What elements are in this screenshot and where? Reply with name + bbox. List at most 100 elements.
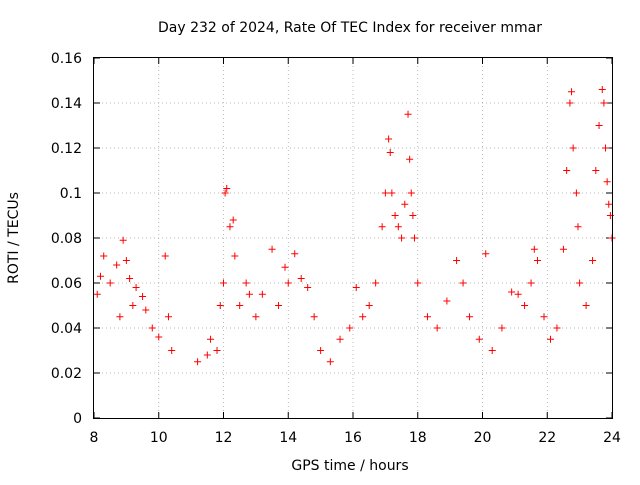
data-point <box>194 358 202 366</box>
data-point <box>572 189 580 197</box>
data-point <box>113 261 121 269</box>
data-point <box>213 347 221 354</box>
data-point <box>378 223 386 231</box>
data-point <box>142 306 150 314</box>
axis-ticks: 8 10 12 14 16 18 20 22 24 0 0.02 0.04 0.06 0.08 0.1 0.1… <box>51 51 621 446</box>
data-point <box>245 290 253 298</box>
data-point <box>592 167 600 174</box>
data-point <box>365 302 373 309</box>
data-points <box>93 86 616 366</box>
data-point <box>223 185 231 192</box>
data-point <box>466 313 474 321</box>
x-tick-label: 22 <box>538 430 556 446</box>
data-point <box>93 290 101 298</box>
data-point <box>148 324 156 332</box>
data-point <box>275 302 283 309</box>
data-point <box>284 279 292 287</box>
data-point <box>595 122 603 129</box>
data-point <box>291 250 299 258</box>
data-point <box>352 284 360 291</box>
y-tick-label: 0.04 <box>51 321 82 337</box>
x-tick-label: 24 <box>603 430 621 446</box>
data-point <box>359 313 367 321</box>
x-tick-label: 14 <box>279 430 297 446</box>
data-point <box>433 324 441 332</box>
data-point <box>404 110 412 118</box>
data-point <box>498 324 506 332</box>
x-tick-label: 12 <box>215 430 233 446</box>
data-point <box>297 275 305 282</box>
x-tick-label: 16 <box>344 430 362 446</box>
data-point <box>574 223 582 231</box>
data-point <box>106 279 114 287</box>
data-point <box>394 223 402 231</box>
data-point <box>391 212 399 219</box>
data-point <box>530 245 538 253</box>
grid-lines <box>94 58 612 418</box>
data-point <box>242 279 250 287</box>
x-axis-label: GPS time / hours <box>291 458 408 474</box>
data-point <box>514 290 522 298</box>
data-point <box>122 257 130 264</box>
data-point <box>576 279 584 287</box>
data-point <box>443 297 451 305</box>
data-point <box>566 99 574 107</box>
data-point <box>236 302 244 309</box>
data-point <box>129 302 137 309</box>
data-point <box>546 335 554 343</box>
data-point <box>521 302 529 309</box>
x-tick-label: 10 <box>150 430 168 446</box>
data-point <box>553 324 561 332</box>
data-point <box>100 252 108 260</box>
data-point <box>385 135 393 143</box>
data-point <box>220 279 227 287</box>
data-point <box>304 284 312 291</box>
y-tick-label: 0.14 <box>51 96 82 112</box>
data-point <box>598 86 606 93</box>
data-point <box>336 335 344 343</box>
data-point <box>411 234 419 242</box>
data-point <box>207 335 215 343</box>
data-point <box>310 313 318 321</box>
data-point <box>155 333 163 341</box>
data-point <box>226 223 234 231</box>
data-point <box>406 155 414 163</box>
plot-frame <box>93 57 613 419</box>
data-point <box>388 189 396 197</box>
y-tick-label: 0 <box>73 411 82 427</box>
data-point <box>569 144 577 152</box>
data-point <box>326 358 334 366</box>
data-point <box>386 149 394 156</box>
data-point <box>281 263 289 271</box>
data-point <box>540 313 548 321</box>
data-point <box>132 284 140 291</box>
data-point <box>423 313 431 321</box>
x-tick-label: 18 <box>409 430 427 446</box>
data-point <box>559 245 567 253</box>
data-point <box>268 245 276 253</box>
data-point <box>203 351 211 359</box>
data-point <box>252 313 260 321</box>
data-point <box>119 236 127 244</box>
data-point <box>161 252 169 260</box>
data-point <box>582 302 590 309</box>
data-point <box>221 189 229 197</box>
data-point <box>568 88 576 96</box>
data-point <box>414 279 422 287</box>
y-tick-label: 0.16 <box>51 51 82 67</box>
data-point <box>96 272 104 280</box>
data-point <box>534 257 542 264</box>
data-point <box>381 189 389 197</box>
data-point <box>603 178 611 186</box>
data-point <box>453 257 461 264</box>
data-point <box>459 279 467 287</box>
data-point <box>407 189 415 197</box>
data-point <box>527 279 535 287</box>
y-tick-label: 0.08 <box>51 231 82 247</box>
data-point <box>372 279 380 287</box>
data-point <box>482 250 490 258</box>
data-point <box>139 293 147 300</box>
data-point <box>401 200 409 208</box>
data-point <box>602 144 610 152</box>
